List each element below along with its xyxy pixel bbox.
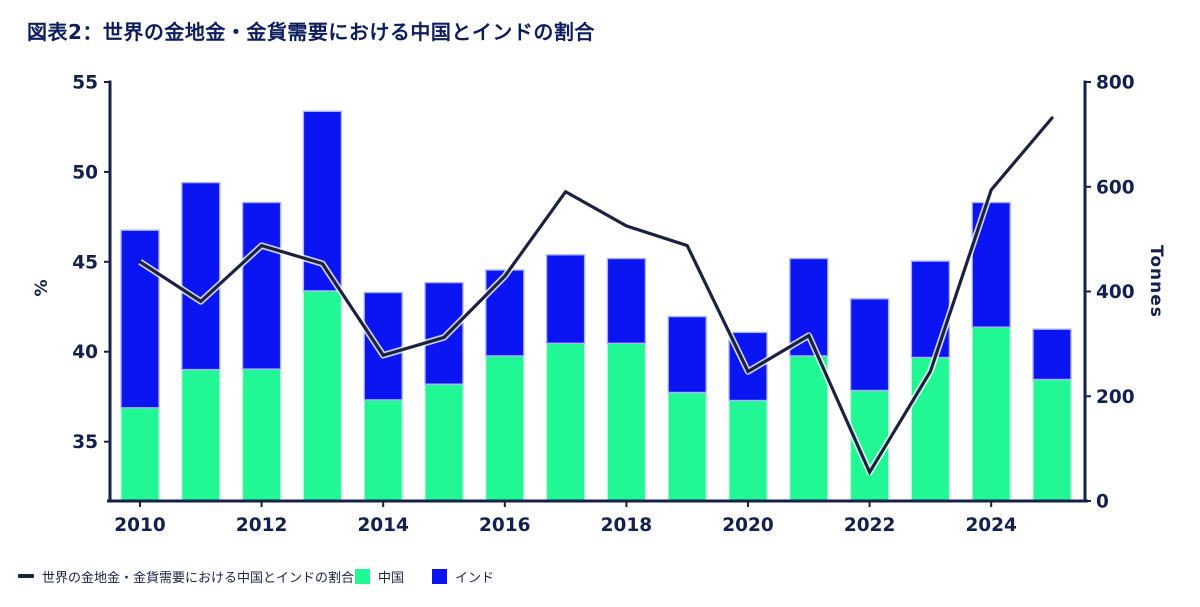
left-tick-label-45: 45: [72, 252, 98, 273]
chart-title: 図表2：世界の金地金・金貨需要における中国とインドの割合: [27, 20, 595, 44]
right-tick-label-400: 400: [1096, 282, 1135, 303]
bar-india-2012: [241, 201, 282, 370]
x-tick-label-2016: 2016: [479, 515, 531, 536]
right-tick-label-200: 200: [1096, 387, 1135, 408]
bar-china-2011: [181, 368, 221, 502]
share-line-swatch: [18, 574, 34, 578]
x-tick-label-2014: 2014: [357, 515, 409, 536]
bar-china-2020: [728, 399, 768, 502]
right-tick-label-800: 800: [1096, 73, 1135, 94]
share-line: [138, 116, 1054, 476]
bar-india-2019: [667, 315, 707, 394]
bar-india-2023: [910, 260, 951, 359]
x-tick-label-2018: 2018: [601, 515, 653, 536]
bar-china-2012: [242, 368, 282, 502]
left-tick-label-55: 55: [72, 73, 98, 94]
india-swatch: [432, 568, 447, 584]
bar-china-2017: [545, 342, 586, 502]
bar-china-2018: [606, 342, 647, 502]
x-tick-label-2022: 2022: [844, 515, 896, 536]
bar-india-2010: [120, 229, 160, 409]
bar-china-2016: [485, 355, 525, 502]
bar-china-2024: [971, 326, 1011, 502]
bar-india-2016: [485, 269, 525, 357]
legend-label-india: インド: [455, 570, 495, 586]
right-axis-title: Tonnes: [1146, 245, 1166, 318]
bar-india-2022: [849, 298, 890, 392]
left-tick-label-40: 40: [72, 342, 98, 363]
right-tick-label-0: 0: [1096, 492, 1109, 513]
bar-china-2015: [424, 383, 464, 502]
legend-label-china: 中国: [378, 570, 405, 586]
bar-china-2023: [910, 356, 951, 502]
bar-china-2014: [363, 399, 403, 502]
x-tick-label-2024: 2024: [965, 515, 1017, 536]
legend-item-china: 中国: [355, 566, 404, 586]
x-tick-label-2020: 2020: [722, 515, 774, 536]
legend-item-share-line: 世界の金地金・金貨需要における中国とインドの割合: [18, 566, 354, 586]
bar-china-2025: [1032, 378, 1072, 502]
china-swatch: [355, 568, 370, 584]
bar-india-2017: [545, 254, 586, 345]
bar-china-2021: [789, 355, 829, 502]
legend-item-india: インド: [432, 566, 494, 586]
bar-india-2014: [363, 291, 403, 401]
left-tick-label-35: 35: [72, 432, 98, 453]
x-tick-label-2010: 2010: [114, 515, 166, 536]
legend: 世界の金地金・金貨需要における中国とインドの割合 中国 インド: [0, 566, 1200, 588]
left-tick-label-50: 50: [72, 162, 98, 183]
x-tick-label-2012: 2012: [236, 515, 288, 536]
bar-china-2019: [667, 392, 707, 502]
bar-china-2013: [302, 290, 342, 502]
bar-china-2010: [120, 407, 160, 502]
left-axis-title: %: [32, 279, 52, 297]
bar-india-2018: [606, 257, 647, 345]
legend-label-share-line: 世界の金地金・金貨需要における中国とインドの割合: [42, 570, 355, 586]
bar-india-2025: [1032, 328, 1072, 381]
bar-india-2011: [181, 181, 221, 371]
right-tick-label-600: 600: [1096, 177, 1135, 198]
